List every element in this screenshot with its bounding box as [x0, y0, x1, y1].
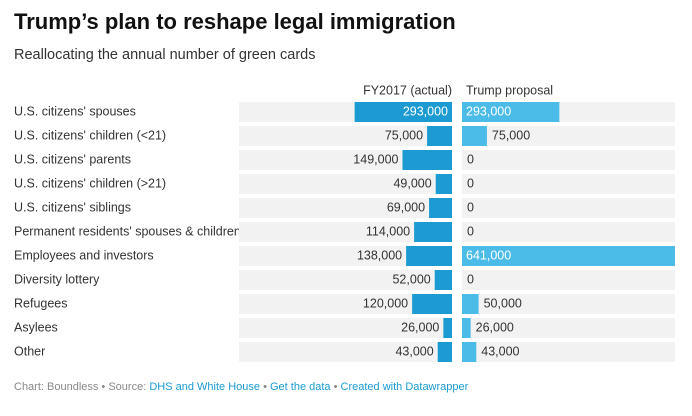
value-label: 75,000	[385, 128, 423, 142]
bar	[462, 342, 477, 362]
bar	[429, 198, 452, 218]
row-background	[462, 222, 675, 242]
link[interactable]: Created with Datawrapper	[340, 381, 469, 393]
row-background	[462, 198, 675, 218]
value-label: 149,000	[353, 152, 398, 166]
row-background	[462, 318, 675, 338]
row-background	[239, 318, 452, 338]
value-label: 0	[467, 224, 474, 238]
value-label: 641,000	[466, 248, 511, 262]
row-background	[462, 126, 675, 146]
row-label: U.S. citizens' children (<21)	[14, 128, 166, 142]
credit: Chart: Boundless • Source:	[14, 381, 147, 393]
bar	[427, 126, 452, 146]
row-background	[239, 126, 452, 146]
bar	[435, 174, 452, 194]
chart: Trump’s plan to reshape legal immigratio…	[14, 9, 675, 362]
value-label: 138,000	[357, 248, 402, 262]
row-label: Asylees	[14, 320, 58, 334]
row-background	[239, 198, 452, 218]
bar	[406, 246, 452, 266]
row-background	[462, 294, 675, 314]
separator: •	[333, 381, 338, 393]
separator: •	[263, 381, 267, 393]
value-label: 293,000	[403, 104, 448, 118]
value-label: 49,000	[393, 176, 431, 190]
value-label: 293,000	[466, 104, 511, 118]
value-label: 69,000	[387, 200, 425, 214]
row-background	[462, 270, 675, 290]
bar	[434, 270, 452, 290]
row-background	[239, 294, 452, 314]
value-label: 50,000	[484, 296, 522, 310]
value-label: 75,000	[492, 128, 530, 142]
value-label: 120,000	[363, 296, 408, 310]
value-label: 114,000	[366, 224, 410, 238]
link[interactable]: Get the data	[269, 381, 331, 393]
bar	[437, 342, 452, 362]
value-label: 0	[467, 200, 474, 214]
row-background	[462, 342, 675, 362]
bar	[414, 222, 452, 242]
value-label: 0	[467, 152, 474, 166]
column-header: FY2017 (actual)	[363, 83, 452, 97]
link[interactable]: DHS and White House	[149, 381, 260, 393]
row-background	[239, 174, 452, 194]
bar	[462, 126, 487, 146]
row-label: U.S. citizens' spouses	[14, 104, 136, 118]
row-label: Refugees	[14, 296, 68, 310]
row-label: Permanent residents' spouses & children	[14, 224, 241, 238]
value-label: 26,000	[401, 320, 439, 334]
value-label: 43,000	[481, 344, 519, 358]
bar	[402, 150, 452, 170]
value-label: 43,000	[395, 344, 433, 358]
bar	[462, 318, 471, 338]
value-label: 52,000	[392, 272, 430, 286]
bar	[462, 246, 675, 266]
row-label: U.S. citizens' children (>21)	[14, 176, 166, 190]
row-background	[462, 174, 675, 194]
row-label: U.S. citizens' parents	[14, 152, 131, 166]
bar	[462, 102, 560, 122]
row-background	[239, 222, 452, 242]
row-background	[239, 150, 452, 170]
row-label: Other	[14, 344, 45, 358]
value-label: 26,000	[476, 320, 514, 334]
bar	[412, 294, 452, 314]
row-background	[462, 150, 675, 170]
row-background	[239, 342, 452, 362]
row-label: U.S. citizens' siblings	[14, 200, 131, 214]
row-background	[239, 246, 452, 266]
row-label: Employees and investors	[14, 248, 154, 262]
chart-title: Trump’s plan to reshape legal immigratio…	[14, 9, 456, 34]
bar	[354, 102, 452, 122]
row-label: Diversity lottery	[14, 272, 100, 286]
bar	[443, 318, 452, 338]
bar	[462, 294, 479, 314]
chart-subtitle: Reallocating the annual number of green …	[14, 47, 315, 63]
value-label: 0	[467, 176, 474, 190]
value-label: 0	[467, 272, 474, 286]
column-header: Trump proposal	[466, 83, 553, 97]
row-background	[239, 270, 452, 290]
footer: Chart: Boundless • Source: DHS and White…	[14, 381, 468, 393]
